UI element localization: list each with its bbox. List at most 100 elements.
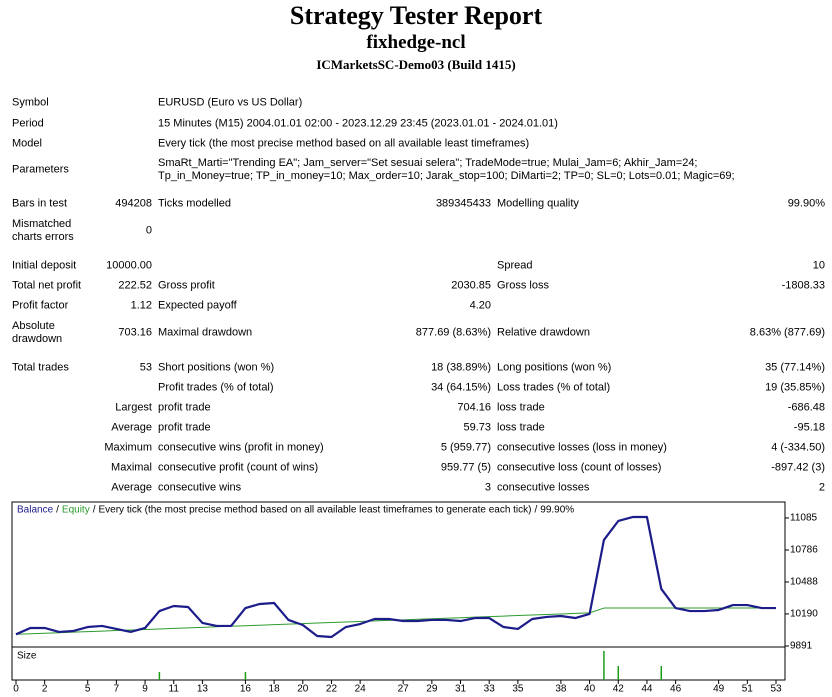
- field-label: profit trade: [158, 421, 211, 434]
- legend-note: Every tick (the most precise method base…: [99, 505, 532, 516]
- field-value: -897.42 (3): [771, 461, 825, 474]
- report-subtitle: fixhedge-ncl: [366, 32, 466, 53]
- y-tick-label: 10488: [790, 577, 818, 588]
- y-tick-label: 10190: [790, 609, 818, 620]
- field-value: 99.90%: [787, 197, 825, 210]
- size-bar: [158, 672, 161, 680]
- y-tick-label: 9891: [790, 641, 813, 652]
- field-value: 34 (64.15%): [431, 381, 491, 394]
- field-value: 4 (-334.50): [771, 441, 825, 454]
- field-value: -686.48: [787, 401, 825, 414]
- size-bar: [244, 672, 247, 680]
- field-label: Expected payoff: [158, 299, 237, 312]
- field-label: Long positions (won %): [497, 361, 612, 374]
- legend-separator: /: [534, 505, 537, 516]
- legend-separator: /: [56, 505, 59, 516]
- size-bar: [617, 666, 620, 680]
- field-label: consecutive wins (profit in money): [158, 441, 324, 454]
- row-value: 10000.00: [106, 259, 152, 272]
- report-title: Strategy Tester Report: [289, 1, 543, 30]
- size-label: Size: [17, 651, 37, 662]
- field-value: 10: [812, 259, 825, 272]
- field-value: 8.63% (877.69): [749, 326, 825, 339]
- field-value: 3: [484, 481, 491, 494]
- row-label: Absolute drawdown: [12, 320, 63, 345]
- row-value: Maximum: [104, 441, 152, 454]
- row-value: SmaRt_Marti="Trending EA"; Jam_server="S…: [158, 157, 735, 182]
- row-value: Every tick (the most precise method base…: [158, 137, 530, 150]
- series-line: [15, 515, 776, 639]
- field-label: Profit trades (% of total): [158, 381, 274, 394]
- field-value: 35 (77.14%): [765, 361, 825, 374]
- row-value: 53: [139, 361, 152, 374]
- row-label: Profit factor: [12, 299, 69, 312]
- field-label: Loss trades (% of total): [497, 381, 611, 394]
- field-value: 2030.85: [451, 279, 491, 292]
- x-tick-label: 0: [13, 684, 19, 695]
- x-tick-label: 51: [742, 684, 754, 695]
- field-value: 19 (35.85%): [765, 381, 825, 394]
- row-value: Largest: [115, 401, 152, 414]
- y-tick-label: 11085: [790, 513, 818, 524]
- field-value: 4.20: [469, 299, 491, 312]
- size-bar: [660, 666, 663, 680]
- x-tick-label: 35: [512, 684, 524, 695]
- field-label: consecutive losses: [497, 481, 590, 494]
- field-label: Modelling quality: [497, 197, 579, 210]
- x-tick-label: 31: [455, 684, 467, 695]
- field-value: -95.18: [793, 421, 825, 434]
- field-value: 959.77 (5): [440, 461, 491, 474]
- row-label: Bars in test: [12, 197, 68, 210]
- row-value: Maximal: [111, 461, 152, 474]
- row-value: Average: [111, 481, 152, 494]
- x-tick-label: 27: [398, 684, 410, 695]
- x-tick-label: 42: [613, 684, 625, 695]
- x-tick-label: 22: [326, 684, 338, 695]
- field-value: 2: [818, 481, 825, 494]
- x-tick-label: 49: [713, 684, 725, 695]
- row-label: Symbol: [12, 96, 49, 109]
- size-bar: [603, 651, 605, 680]
- row-value: 1.12: [130, 299, 152, 312]
- x-tick-label: 53: [770, 684, 782, 695]
- legend-equity: Equity: [62, 505, 90, 516]
- chart-frame: [11, 501, 786, 681]
- x-tick-label: 29: [426, 684, 438, 695]
- x-tick-label: 33: [484, 684, 496, 695]
- x-tick-label: 18: [269, 684, 281, 695]
- field-label: Short positions (won %): [158, 361, 275, 374]
- x-tick-label: 11: [169, 684, 180, 695]
- row-value: 703.16: [118, 326, 152, 339]
- x-tick-label: 7: [114, 684, 120, 695]
- field-value: 18 (38.89%): [431, 361, 491, 374]
- field-label: consecutive wins: [158, 481, 242, 494]
- legend-quality: 99.90%: [540, 505, 574, 516]
- x-tick-label: 38: [555, 684, 567, 695]
- x-tick-label: 44: [641, 684, 653, 695]
- x-tick-label: 9: [142, 684, 148, 695]
- row-value: 494208: [115, 197, 152, 210]
- row-label: Period: [12, 117, 44, 130]
- row-value: 222.52: [118, 279, 152, 292]
- row-label: Model: [12, 137, 42, 150]
- field-label: Maximal drawdown: [158, 326, 253, 339]
- field-label: consecutive loss (count of losses): [497, 461, 662, 474]
- field-value: 5 (959.77): [440, 441, 491, 454]
- x-tick-label: 13: [197, 684, 209, 695]
- legend-separator: /: [93, 505, 96, 516]
- x-tick-label: 16: [240, 684, 252, 695]
- row-label: Initial deposit: [12, 259, 77, 272]
- x-tick-label: 20: [297, 684, 309, 695]
- field-label: profit trade: [158, 401, 211, 414]
- field-value: -1808.33: [781, 279, 825, 292]
- field-label: Gross profit: [158, 279, 215, 292]
- row-label: Parameters: [12, 163, 69, 176]
- row-value: EURUSD (Euro vs US Dollar): [158, 96, 303, 109]
- x-tick-label: 40: [584, 684, 596, 695]
- row-value: 0: [145, 224, 152, 237]
- field-value: 704.16: [457, 401, 491, 414]
- field-label: consecutive profit (count of wins): [158, 461, 319, 474]
- field-label: loss trade: [497, 401, 545, 414]
- field-label: Gross loss: [497, 279, 549, 292]
